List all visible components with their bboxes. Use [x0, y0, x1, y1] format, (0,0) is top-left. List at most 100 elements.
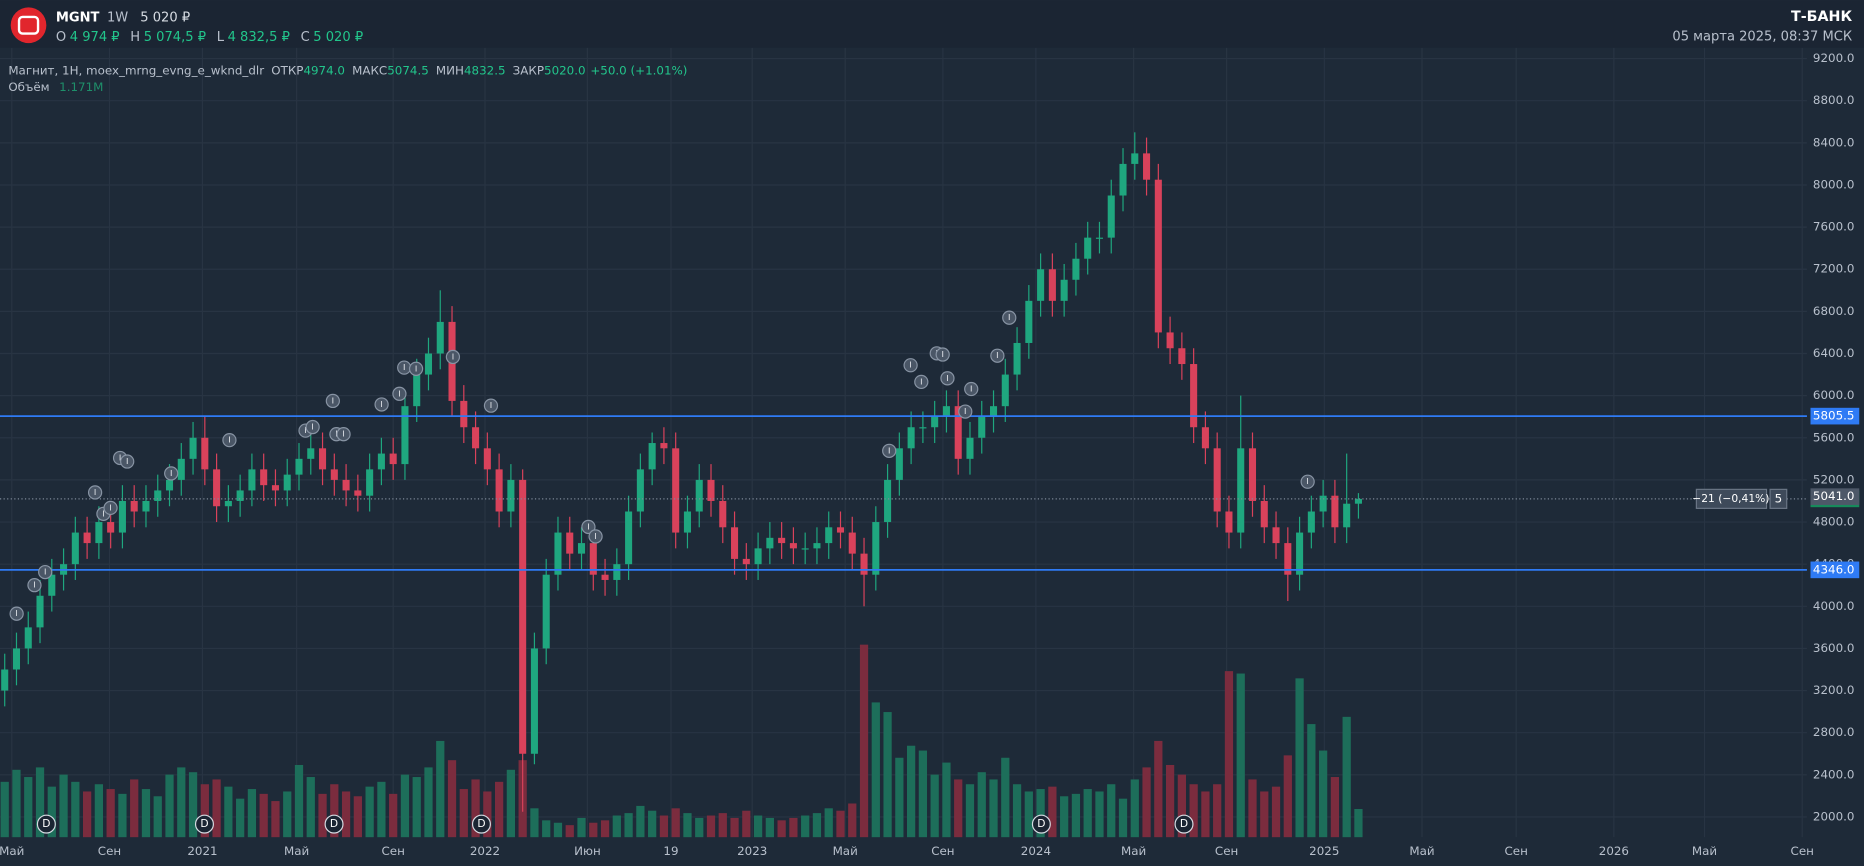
event-label: I [403, 362, 405, 372]
y-tick-label: 7200.0 [1813, 262, 1855, 276]
volume-bar [577, 817, 586, 838]
volume-bar [1330, 777, 1340, 838]
dividend-marker [324, 814, 344, 834]
candle-body [1354, 498, 1362, 504]
volume-bar [1201, 791, 1210, 838]
volume-bar [895, 757, 904, 838]
volume-bar [1213, 784, 1222, 838]
volume-bar [671, 808, 680, 838]
legend-value: 4832.5 [464, 63, 506, 77]
candle-body [495, 469, 503, 512]
candle-body [1143, 153, 1151, 180]
event-marker [38, 564, 53, 580]
ohlc-key: L [217, 30, 225, 45]
volume-bar [153, 796, 162, 838]
event-label: I [170, 468, 172, 478]
event-marker [1300, 474, 1315, 489]
dividend-marker [36, 814, 56, 834]
event-marker [87, 485, 103, 500]
level-label: 5805.5 [1813, 409, 1855, 423]
x-tick-label: Май [284, 844, 309, 858]
volume-bar [1248, 779, 1257, 838]
event-marker [392, 386, 407, 401]
legend-value: 4974.0 [303, 63, 345, 77]
legend-key: ОТКР [271, 63, 303, 77]
volume-bar [1295, 678, 1304, 838]
candle-body [1060, 279, 1068, 301]
candle-body [507, 479, 515, 512]
event-marker [9, 606, 24, 621]
candle-body [319, 448, 327, 470]
candle-body [142, 500, 150, 512]
candle-body [860, 553, 868, 575]
candle-body [778, 537, 786, 544]
volume-bar [753, 815, 763, 838]
candle-body [954, 406, 962, 459]
volume-bar [1154, 740, 1163, 838]
volume-bar [918, 750, 928, 838]
event-label: I [888, 445, 890, 455]
interval: 1W [107, 11, 128, 26]
dividend-label: D [200, 817, 208, 830]
volume-bar [412, 777, 421, 838]
candle-body [1072, 258, 1080, 280]
event-label: I [398, 388, 400, 398]
candle-body [177, 458, 185, 480]
volume-bar [494, 781, 504, 838]
candle-body [660, 443, 668, 449]
volume-bar [1001, 757, 1010, 838]
y-tick-label: 3200.0 [1813, 683, 1855, 697]
volume-bar [930, 774, 939, 838]
volume-bar [318, 793, 327, 838]
volume-bar [836, 810, 845, 838]
x-tick-label: Сен [931, 844, 954, 858]
change-label: −21 (−0,41%) [1692, 492, 1769, 505]
y-tick-label: 4800.0 [1813, 515, 1855, 529]
volume-bar [471, 779, 480, 838]
volume-bar [483, 791, 492, 838]
ohlc-key: H [130, 30, 140, 45]
candle-body [554, 532, 562, 575]
candle-body [48, 574, 56, 596]
volume-bar [118, 793, 127, 838]
count-label: 5 [1775, 491, 1783, 505]
event-label: I [304, 425, 306, 435]
candle-body [342, 479, 350, 491]
candle-body [1025, 300, 1033, 343]
event-label: I [109, 502, 111, 512]
candle-body [236, 490, 244, 501]
candle-body [919, 427, 927, 429]
volume-bar [706, 815, 716, 838]
candle-body [401, 406, 409, 465]
volume-bar [1319, 750, 1328, 838]
candle-body [1248, 448, 1257, 501]
volume-bar [600, 820, 610, 838]
candle-body [248, 469, 256, 491]
candle-body [95, 522, 103, 544]
volume-bar [648, 810, 657, 838]
candle-body [907, 427, 915, 449]
volume-bar [1012, 784, 1022, 838]
volume-bar [1024, 791, 1033, 838]
dividend-label: D [477, 817, 485, 830]
candle-body [1260, 500, 1268, 528]
volume-bar [224, 786, 233, 838]
volume-bar [1236, 673, 1245, 838]
volume-bar [71, 781, 80, 838]
candle-body [895, 448, 903, 480]
volume-bar [1036, 789, 1045, 838]
candle-body [107, 522, 115, 533]
candle-body [519, 479, 527, 754]
volume-bar [1271, 786, 1281, 838]
x-tick-label: Май [833, 844, 858, 858]
candle-body [1095, 237, 1103, 239]
volume-bar [106, 789, 115, 838]
volume-bar [1354, 809, 1363, 838]
event-label: I [335, 429, 337, 439]
event-label: I [490, 400, 492, 410]
candle-body [213, 469, 221, 507]
candle-body [1190, 364, 1198, 428]
event-marker [914, 374, 929, 390]
event-label: I [102, 508, 104, 518]
event-label: I [594, 531, 596, 541]
